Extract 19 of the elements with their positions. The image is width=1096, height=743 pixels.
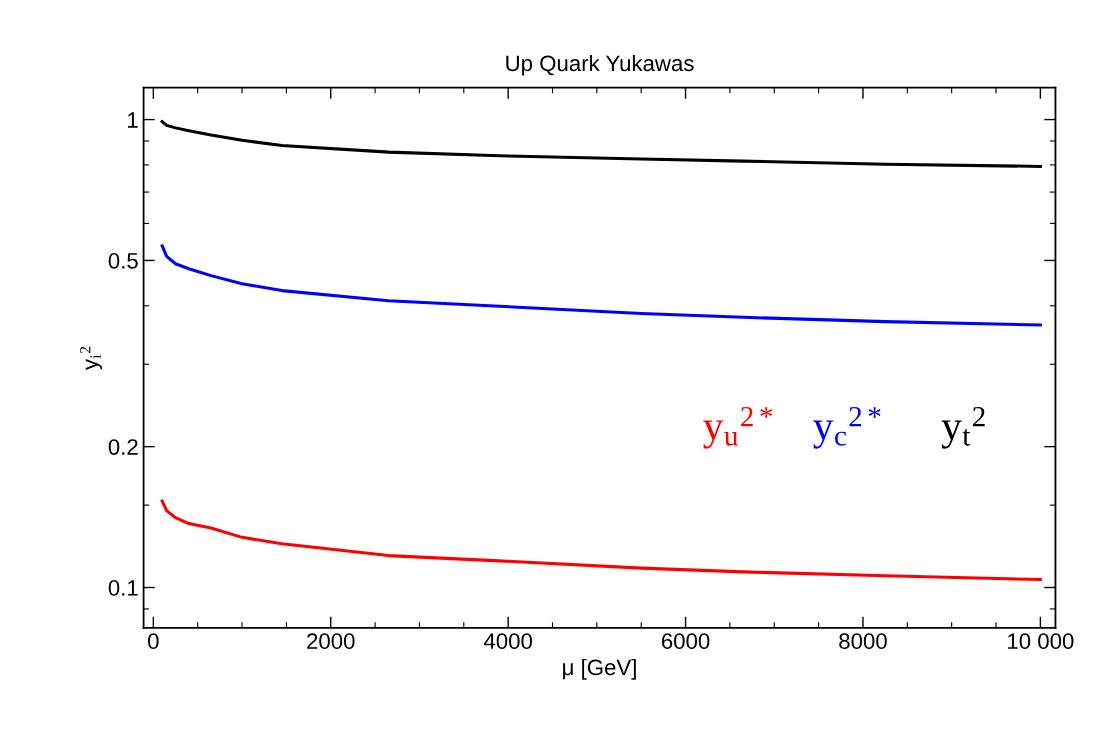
line-series bbox=[160, 499, 1042, 582]
y-tick-label: 0.1 bbox=[108, 580, 138, 596]
x-tick-label: 0 bbox=[148, 633, 159, 650]
y-axis-title: y$_{i}$$^{2}$ bbox=[80, 346, 103, 371]
y-tick-label: 1 bbox=[128, 112, 138, 128]
text: y$_{u}$$^{2*}$ bbox=[703, 406, 773, 449]
y-tick-label: 0.2 bbox=[108, 439, 138, 455]
line-series bbox=[160, 244, 1042, 327]
legend-label: y$_{t}$$^{2}$ bbox=[941, 406, 985, 449]
x-tick-label: 2000 bbox=[307, 633, 355, 650]
x-tick-label: 4000 bbox=[483, 633, 532, 650]
x-tick-label: 8000 bbox=[839, 633, 887, 650]
x-tick-label: 6000 bbox=[661, 633, 710, 650]
text: y$_{c}$$^{2*}$ bbox=[813, 406, 881, 449]
y-tick-label: 0.5 bbox=[108, 252, 138, 269]
chart-title: Up Quark Yukawas bbox=[506, 54, 694, 76]
x-axis-title: μ [GeV] bbox=[563, 658, 636, 680]
x-tick-label: 10 000 bbox=[1008, 633, 1074, 650]
line-series bbox=[160, 120, 1042, 168]
